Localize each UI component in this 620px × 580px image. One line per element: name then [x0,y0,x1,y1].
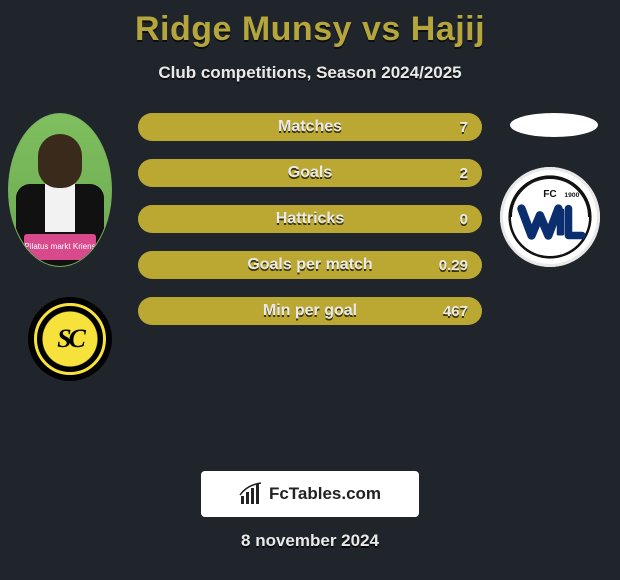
stat-value: 7 [460,113,468,141]
club-left-crest: SC [28,297,112,381]
stat-bar: Goals 2 [138,159,482,187]
club-right-crest: FC 1900 [500,167,600,267]
stat-bar: Hattricks 0 [138,205,482,233]
stat-label: Hattricks [138,205,482,233]
player-left-sponsor: Pilatus markt Kriens [24,234,96,260]
player-right-avatar [510,113,598,137]
stat-label: Min per goal [138,297,482,325]
stat-value: 0 [460,205,468,233]
stat-bar: Matches 7 [138,113,482,141]
bar-chart-icon [239,482,263,506]
player-left-avatar: Pilatus markt Kriens [8,113,112,267]
stat-bar: Min per goal 467 [138,297,482,325]
snapshot-date: 8 november 2024 [0,531,620,551]
club-left-abbrev: SC [34,303,106,375]
page-title: Ridge Munsy vs Hajij [0,0,620,49]
stat-bar: Goals per match 0.29 [138,251,482,279]
stat-value: 2 [460,159,468,187]
brand-text: FcTables.com [269,484,381,504]
svg-text:FC: FC [543,189,556,200]
subtitle: Club competitions, Season 2024/2025 [0,63,620,83]
stat-label: Goals per match [138,251,482,279]
stat-bars: Matches 7 Goals 2 Hattricks 0 Goals per … [138,113,482,343]
brand-badge: FcTables.com [201,471,419,517]
svg-text:1900: 1900 [564,192,579,199]
comparison-panel: Pilatus markt Kriens SC FC 1900 Matches … [0,113,620,413]
stat-value: 467 [443,297,468,325]
stat-label: Goals [138,159,482,187]
stat-label: Matches [138,113,482,141]
club-right-logo-icon: FC 1900 [508,175,592,259]
stat-value: 0.29 [439,251,468,279]
